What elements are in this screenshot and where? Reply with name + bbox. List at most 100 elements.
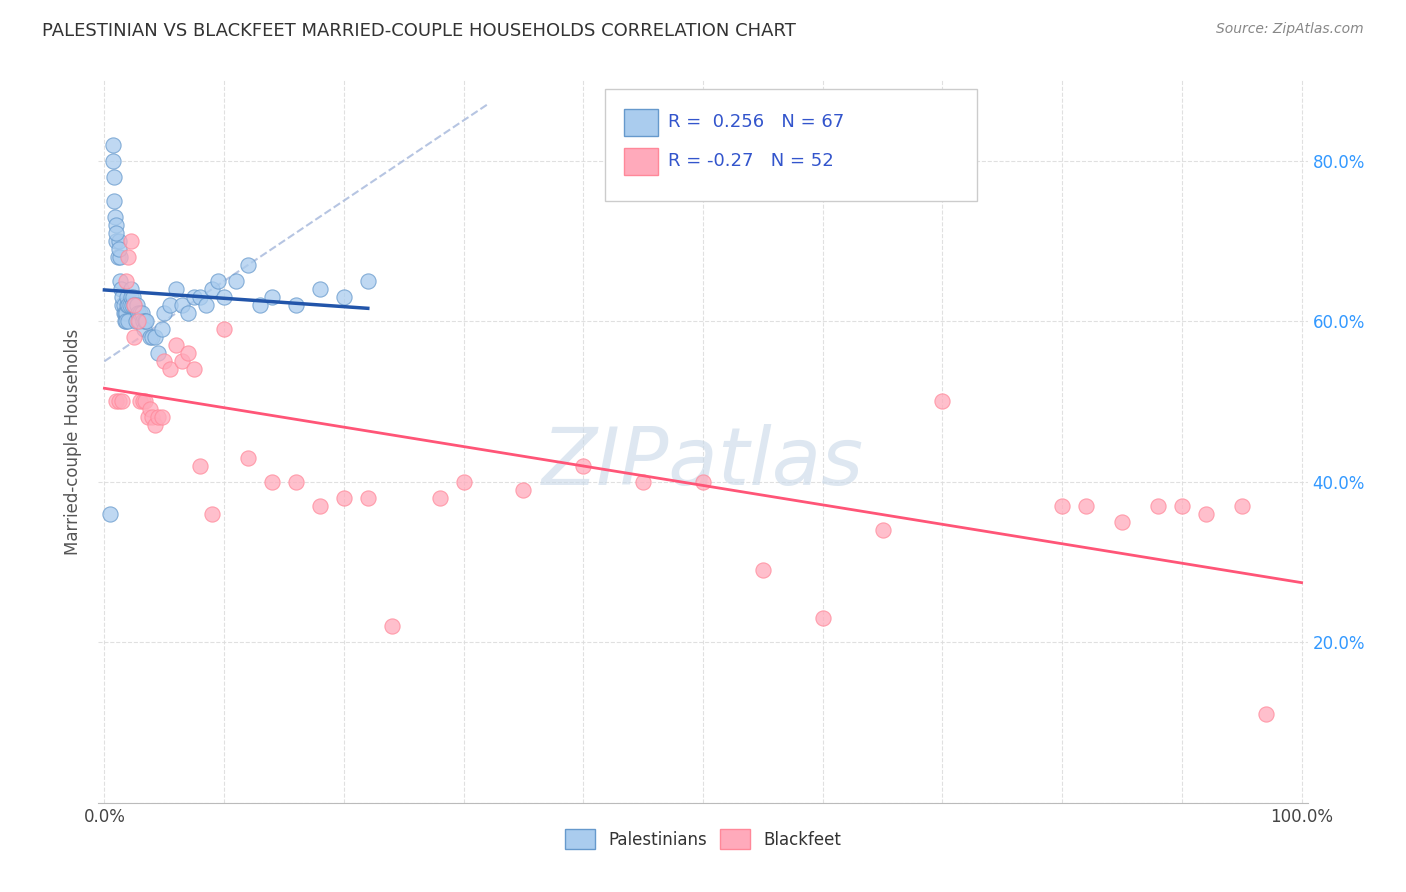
Point	[165, 282, 187, 296]
Point	[357, 274, 380, 288]
Point	[134, 394, 156, 409]
Point	[105, 226, 128, 240]
Point	[236, 258, 259, 272]
Point	[143, 418, 166, 433]
Point	[124, 298, 146, 312]
Text: R =  0.256   N = 67: R = 0.256 N = 67	[668, 113, 844, 131]
Point	[132, 394, 155, 409]
Point	[122, 290, 145, 304]
Point	[125, 298, 148, 312]
Point	[117, 314, 139, 328]
Point	[135, 314, 157, 328]
Point	[1230, 499, 1253, 513]
Point	[512, 483, 534, 497]
Point	[284, 298, 307, 312]
Point	[1050, 499, 1073, 513]
Point	[260, 290, 283, 304]
Point	[150, 410, 173, 425]
Point	[129, 394, 152, 409]
Point	[141, 330, 163, 344]
Point	[111, 394, 134, 409]
Point	[120, 282, 142, 296]
Point	[1254, 707, 1277, 722]
Point	[260, 475, 283, 489]
Point	[752, 563, 775, 577]
Point	[172, 298, 194, 312]
Point	[128, 314, 150, 328]
Point	[136, 410, 159, 425]
Point	[124, 314, 146, 328]
Point	[150, 322, 173, 336]
Point	[284, 475, 307, 489]
Point	[124, 330, 146, 344]
Point	[177, 346, 200, 360]
Point	[429, 491, 451, 505]
Point	[120, 290, 142, 304]
Point	[108, 274, 131, 288]
Point	[143, 330, 166, 344]
Point	[114, 306, 136, 320]
Text: Source: ZipAtlas.com: Source: ZipAtlas.com	[1216, 22, 1364, 37]
Point	[115, 298, 138, 312]
Point	[165, 338, 187, 352]
Legend: Palestinians, Blackfeet: Palestinians, Blackfeet	[558, 822, 848, 856]
Point	[132, 314, 155, 328]
Point	[110, 282, 132, 296]
Point	[107, 234, 129, 248]
Point	[177, 306, 200, 320]
Point	[153, 354, 176, 368]
Point	[148, 346, 170, 360]
Point	[120, 234, 142, 248]
Point	[107, 250, 129, 264]
Point	[117, 250, 139, 264]
Point	[183, 290, 205, 304]
Point	[207, 274, 229, 288]
Text: PALESTINIAN VS BLACKFEET MARRIED-COUPLE HOUSEHOLDS CORRELATION CHART: PALESTINIAN VS BLACKFEET MARRIED-COUPLE …	[42, 22, 796, 40]
Point	[309, 499, 332, 513]
Point	[118, 298, 141, 312]
Point	[1171, 499, 1194, 513]
Text: R = -0.27   N = 52: R = -0.27 N = 52	[668, 153, 834, 170]
Point	[103, 194, 125, 208]
Point	[101, 153, 124, 168]
Point	[105, 234, 128, 248]
Point	[121, 298, 143, 312]
Point	[100, 507, 122, 521]
Point	[124, 298, 146, 312]
Point	[107, 394, 129, 409]
Point	[139, 330, 162, 344]
Point	[101, 137, 124, 152]
Point	[453, 475, 475, 489]
Point	[188, 458, 211, 473]
Point	[115, 274, 138, 288]
Point	[131, 306, 153, 320]
Point	[159, 362, 181, 376]
Point	[127, 314, 149, 328]
Point	[236, 450, 259, 465]
Point	[201, 507, 224, 521]
Point	[139, 402, 162, 417]
Point	[108, 250, 131, 264]
Point	[112, 298, 135, 312]
Point	[183, 362, 205, 376]
Point	[114, 314, 136, 328]
Point	[188, 290, 211, 304]
Point	[115, 314, 138, 328]
Point	[105, 218, 128, 232]
Point	[631, 475, 654, 489]
Point	[249, 298, 271, 312]
Point	[1074, 499, 1097, 513]
Text: ZIPatlas: ZIPatlas	[541, 425, 865, 502]
Point	[201, 282, 224, 296]
Point	[1111, 515, 1133, 529]
Point	[1195, 507, 1218, 521]
Point	[117, 298, 139, 312]
Point	[159, 298, 181, 312]
Point	[692, 475, 714, 489]
Point	[103, 169, 125, 184]
Point	[195, 298, 218, 312]
Point	[111, 290, 134, 304]
Point	[381, 619, 404, 633]
Point	[872, 523, 894, 537]
Point	[153, 306, 176, 320]
